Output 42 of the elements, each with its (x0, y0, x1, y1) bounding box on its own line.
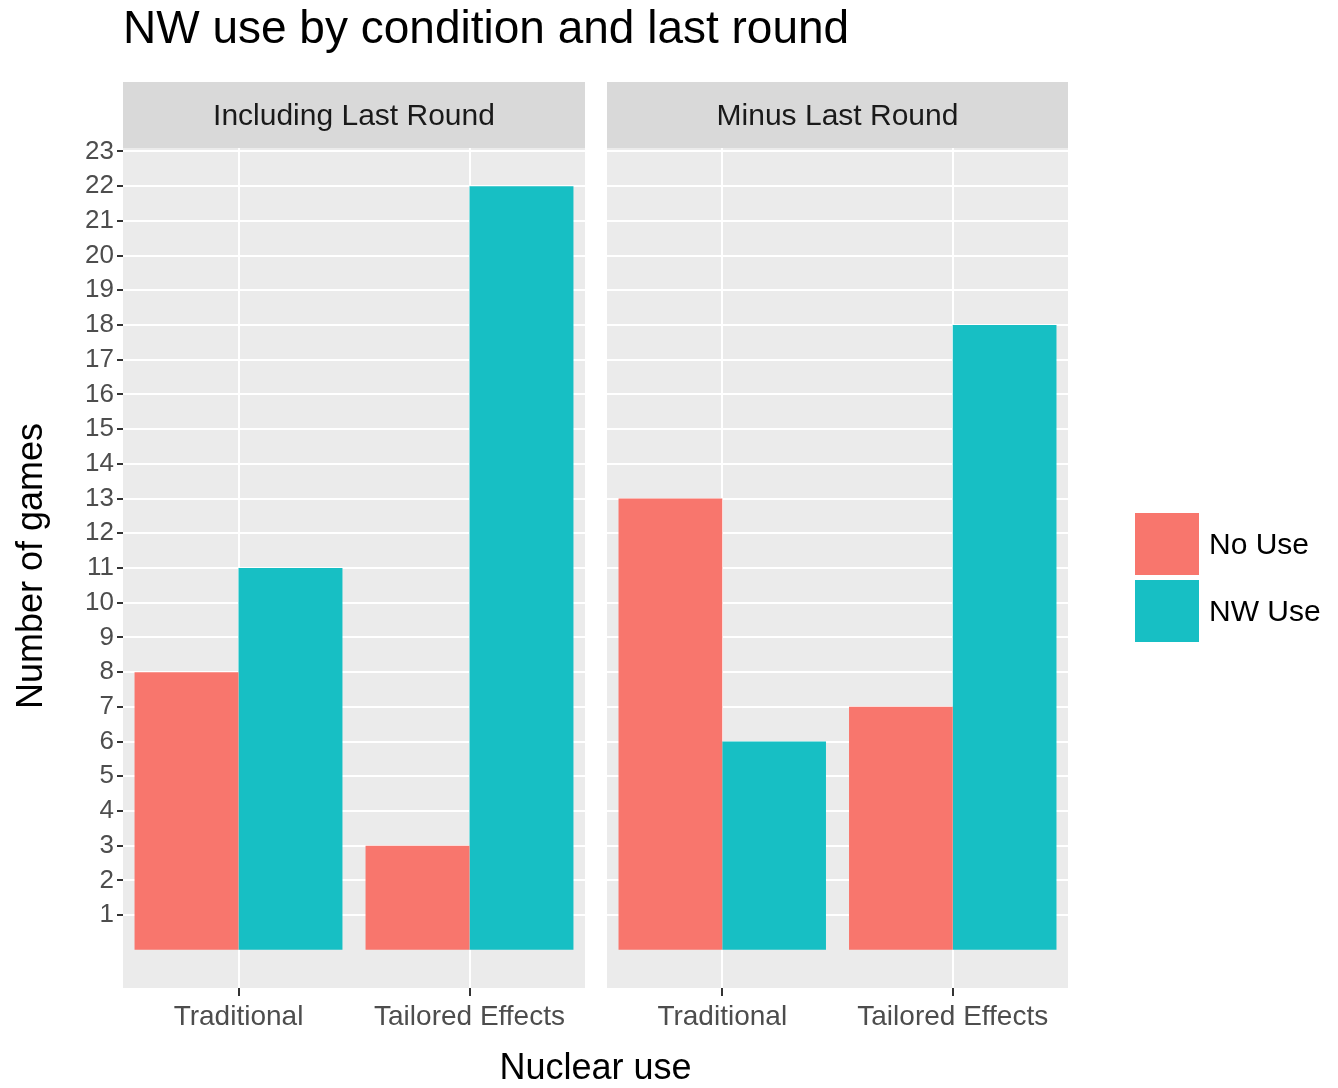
bar (952, 325, 1057, 950)
bar (365, 845, 470, 950)
y-tick-label: 13 (85, 481, 114, 512)
y-tick-label: 20 (85, 238, 114, 269)
y-tick-label: 7 (99, 690, 114, 721)
y-tick-label: 10 (85, 585, 114, 616)
legend-label: No Use (1209, 526, 1310, 561)
x-tick-label: Traditional (173, 999, 304, 1031)
bar (849, 706, 953, 950)
y-tick-label: 23 (85, 134, 114, 165)
chart-title: NW use by condition and last round (123, 0, 850, 54)
y-tick-label: 4 (99, 794, 114, 825)
y-tick-label: 14 (85, 447, 114, 478)
y-tick-label: 2 (99, 863, 114, 894)
y-tick-label: 12 (85, 516, 114, 547)
bar (469, 186, 574, 950)
bar (238, 568, 343, 950)
y-tick-label: 5 (99, 759, 114, 790)
chart-subtitle: Minus Last Round (607, 82, 1068, 148)
y-tick-label: 19 (85, 273, 114, 304)
chart-subtitle: Including Last Round (123, 82, 585, 148)
bar (722, 741, 826, 950)
x-tick-label: Tailored Effects (374, 999, 565, 1031)
y-tick-label: 21 (85, 204, 114, 235)
x-tick-label: Traditional (657, 999, 788, 1031)
y-axis-title: Number of games (9, 421, 51, 712)
legend-label: NW Use (1209, 593, 1321, 628)
y-tick-label: 17 (85, 342, 114, 373)
bar (618, 498, 723, 950)
y-tick-label: 6 (99, 724, 114, 755)
y-tick-label: 18 (85, 308, 114, 339)
y-tick-label: 8 (99, 655, 114, 686)
bar (134, 672, 239, 950)
y-tick-label: 9 (99, 620, 114, 651)
y-tick-label: 3 (99, 828, 114, 859)
y-tick-label: 15 (85, 412, 114, 443)
x-tick-label: Tailored Effects (857, 999, 1049, 1031)
y-tick-label: 16 (85, 377, 114, 408)
y-tick-label: 1 (99, 898, 114, 929)
x-axis-title: Nuclear use (498, 1046, 693, 1088)
y-tick-label: 22 (85, 169, 114, 200)
y-tick-label: 11 (87, 551, 114, 582)
